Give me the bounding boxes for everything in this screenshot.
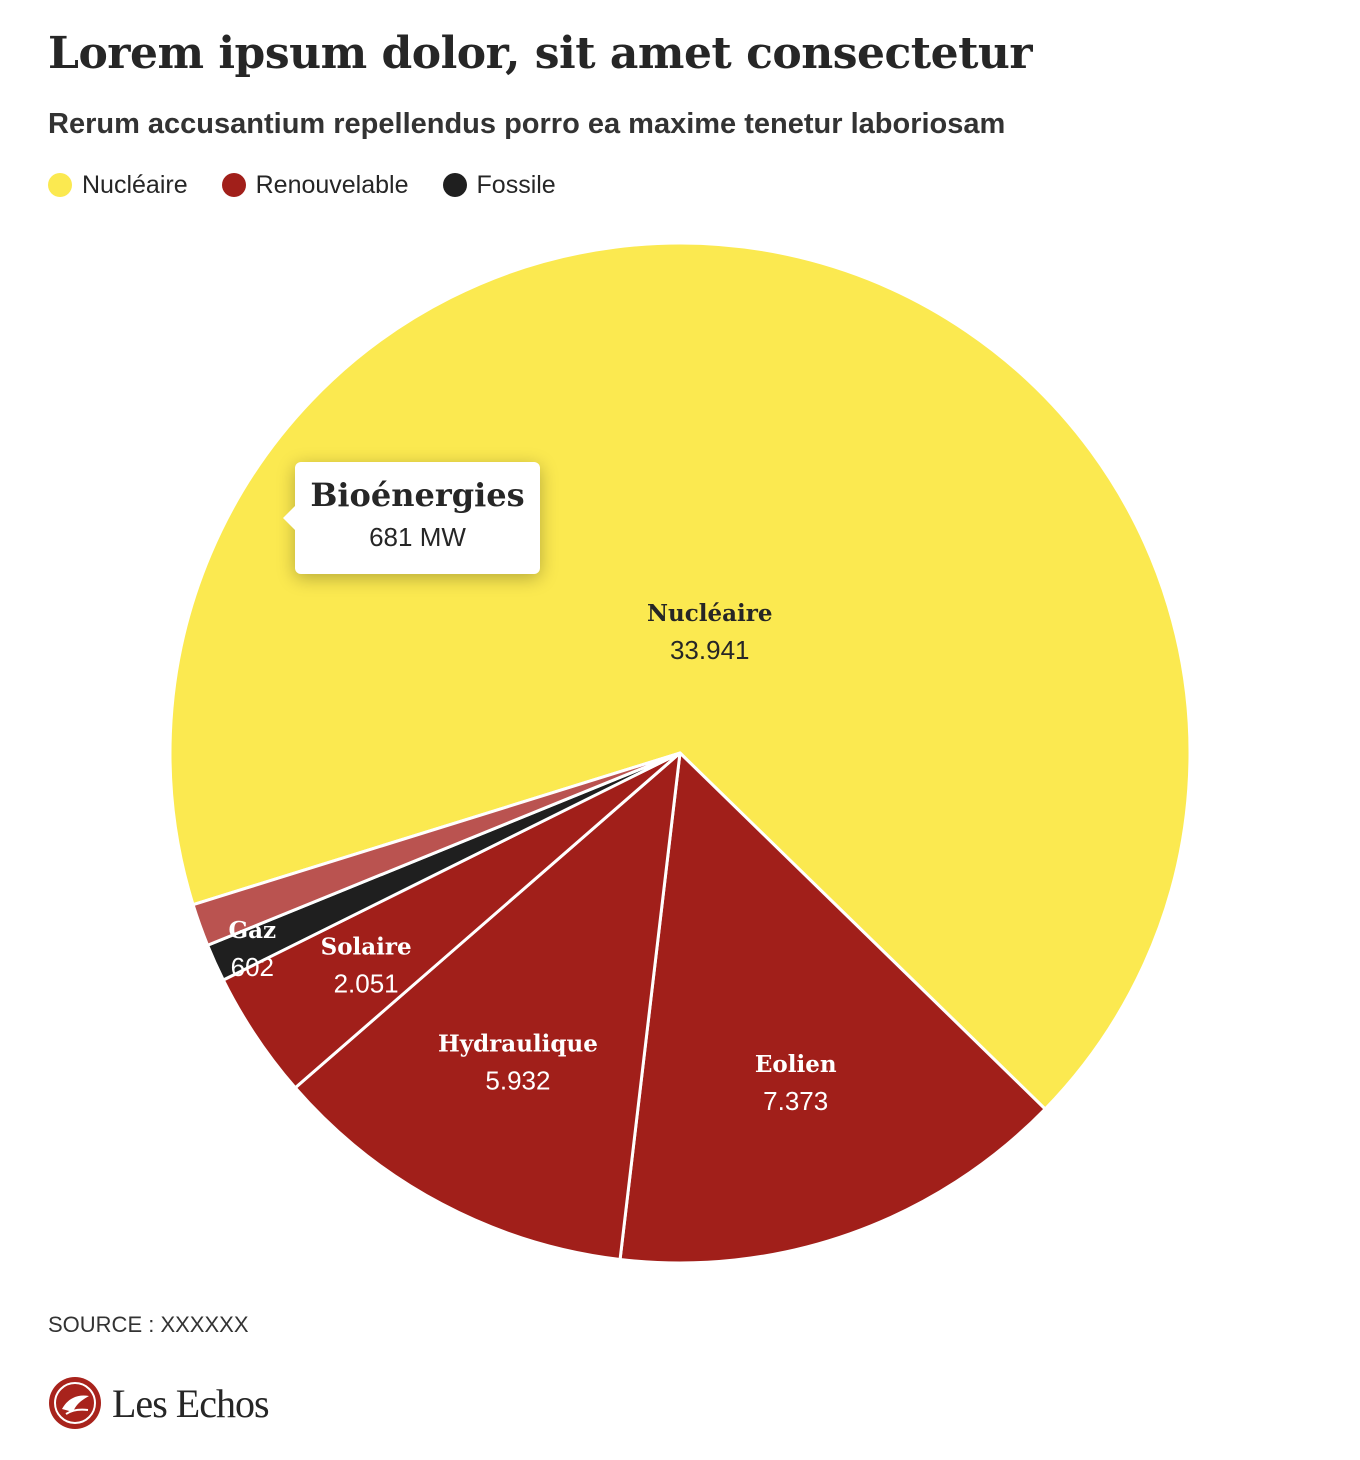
slice-value-hydraulique: 5.932 [485, 1066, 550, 1096]
legend-item-fossile[interactable]: Fossile [442, 170, 556, 200]
slice-value-gaz: 602 [231, 952, 274, 982]
pie-slice-bioenergies[interactable] [191, 751, 682, 947]
brand-name: Les Echos [112, 1380, 270, 1426]
slice-label-hydraulique: Hydraulique [438, 1031, 598, 1058]
slice-value-eolien: 7.373 [763, 1086, 828, 1116]
legend: Nucléaire Renouvelable Fossile [48, 168, 590, 202]
pie-slice-eolien[interactable] [618, 751, 1047, 1265]
slice-value-solaire: 2.051 [334, 969, 399, 999]
legend-label-nucleaire: Nucléaire [82, 170, 188, 199]
legend-label-fossile: Fossile [476, 170, 556, 199]
legend-label-renouvelable: Renouvelable [255, 170, 409, 199]
tooltip-title: Bioénergies [310, 476, 525, 514]
pie-slices [168, 241, 1192, 1265]
legend-item-nucleaire[interactable]: Nucléaire [48, 171, 188, 200]
legend-swatch-fossile [442, 173, 467, 197]
pie-labels: Nucléaire 33.941 Eolien 7.373 Hydraulique 5.9… [229, 600, 837, 1116]
slice-label-eolien: Eolien [755, 1051, 837, 1078]
pie-chart: Nucléaire 33.941 Eolien 7.373 Hydraulique 5.9… [168, 241, 1192, 1265]
slice-label-nucleaire: Nucléaire [647, 600, 773, 627]
brand-logo[interactable]: Les Echos [48, 1376, 270, 1430]
slice-value-nucleaire: 33.941 [670, 635, 750, 665]
pie-slice-hydraulique[interactable] [293, 751, 682, 1261]
tooltip-value: 681 MW [369, 522, 466, 552]
slice-label-gaz: Gaz [229, 917, 277, 944]
legend-swatch-renouvelable [221, 173, 246, 197]
legend-swatch-nucleaire [48, 173, 72, 197]
source-note: SOURCE : XXXXXX [48, 1312, 249, 1337]
slice-label-solaire: Solaire [321, 934, 412, 961]
chart-title: Lorem ipsum dolor, sit amet consectetur [48, 28, 1033, 79]
legend-item-renouvelable[interactable]: Renouvelable [221, 170, 409, 200]
les-echos-emblem-icon [49, 1377, 101, 1429]
chart-subtitle: Rerum accusantium repellendus porro ea m… [48, 108, 1006, 140]
pie-slice-nucleaire[interactable] [168, 241, 1192, 1111]
tooltip: Bioénergies 681 MW [283, 462, 540, 574]
